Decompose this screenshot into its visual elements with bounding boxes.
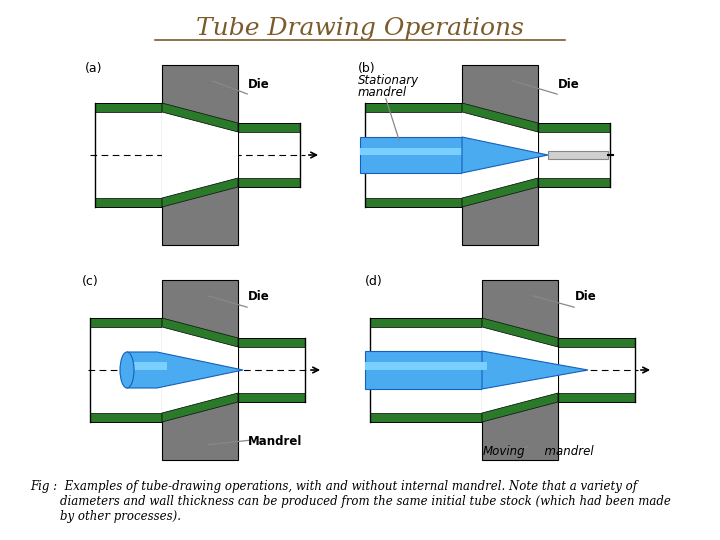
Bar xyxy=(538,178,610,187)
Ellipse shape xyxy=(120,352,134,388)
Text: (a): (a) xyxy=(85,62,102,75)
Bar xyxy=(162,65,238,245)
Polygon shape xyxy=(462,137,548,173)
Bar xyxy=(90,318,162,327)
Bar xyxy=(238,338,305,347)
Bar xyxy=(127,362,167,370)
Polygon shape xyxy=(162,318,238,422)
Bar xyxy=(365,362,487,370)
Text: Die: Die xyxy=(558,78,580,91)
Bar xyxy=(365,198,462,207)
Bar xyxy=(365,362,487,370)
Bar xyxy=(95,103,162,112)
Polygon shape xyxy=(162,103,238,207)
Polygon shape xyxy=(162,103,238,132)
Polygon shape xyxy=(462,103,538,132)
Bar xyxy=(238,123,300,132)
Bar xyxy=(90,413,162,422)
Text: Die: Die xyxy=(248,290,270,303)
Polygon shape xyxy=(162,178,238,207)
Text: by other processes).: by other processes). xyxy=(30,510,181,523)
Text: Stationary: Stationary xyxy=(358,74,419,87)
Bar xyxy=(162,280,238,460)
Bar xyxy=(238,178,300,187)
Text: diameters and wall thickness can be produced from the same initial tube stock (w: diameters and wall thickness can be prod… xyxy=(30,495,671,508)
Bar xyxy=(548,151,608,159)
Bar xyxy=(482,280,558,460)
Polygon shape xyxy=(462,178,538,207)
Bar xyxy=(558,393,635,402)
Bar xyxy=(365,103,462,112)
Bar xyxy=(462,65,538,245)
Polygon shape xyxy=(482,318,558,422)
Bar xyxy=(360,148,467,155)
Polygon shape xyxy=(162,318,238,347)
Polygon shape xyxy=(482,393,558,422)
Text: Mandrel: Mandrel xyxy=(248,435,302,448)
Text: (d): (d) xyxy=(365,275,383,288)
Text: Tube Drawing Operations: Tube Drawing Operations xyxy=(196,17,524,39)
Bar xyxy=(558,338,635,347)
Text: Die: Die xyxy=(575,290,597,303)
Polygon shape xyxy=(462,103,538,207)
Bar xyxy=(238,393,305,402)
Bar xyxy=(365,351,487,389)
Polygon shape xyxy=(162,393,238,422)
Polygon shape xyxy=(127,352,243,388)
Bar xyxy=(370,413,482,422)
Text: (c): (c) xyxy=(82,275,99,288)
Polygon shape xyxy=(482,351,588,389)
Bar xyxy=(360,137,467,173)
Text: mandrel: mandrel xyxy=(537,445,593,458)
Text: Moving: Moving xyxy=(483,445,526,458)
Text: (b): (b) xyxy=(358,62,376,75)
Text: Die: Die xyxy=(248,78,270,91)
Text: mandrel: mandrel xyxy=(358,86,407,99)
Text: Fig :  Examples of tube-drawing operations, with and without internal mandrel. N: Fig : Examples of tube-drawing operation… xyxy=(30,480,637,493)
Bar xyxy=(95,198,162,207)
Bar xyxy=(538,123,610,132)
Polygon shape xyxy=(482,318,558,347)
Bar xyxy=(370,318,482,327)
